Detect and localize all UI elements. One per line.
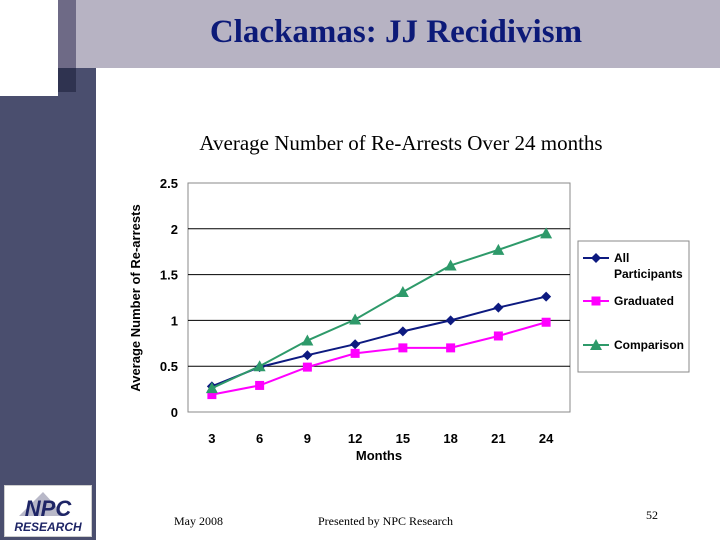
legend-label-line: Participants: [614, 267, 683, 281]
series-line-comparison: [211, 232, 547, 390]
x-tick-label: 21: [491, 431, 505, 446]
slide-number: 52: [646, 508, 658, 522]
data-point-comparison: [540, 227, 553, 239]
data-point-graduated: [350, 348, 360, 358]
data-point-comparison: [349, 313, 362, 325]
y-tick-label: 2.5: [160, 176, 178, 191]
plot-area: [187, 182, 571, 413]
data-point-graduated: [398, 343, 408, 353]
series-comparison: [205, 227, 553, 394]
legend-label-graduated: Graduated: [614, 294, 674, 308]
footer-date: May 2008: [174, 514, 223, 528]
data-point-all-participants: [493, 302, 504, 313]
series-line-all-participants: [211, 295, 547, 388]
x-tick-label: 12: [348, 431, 362, 446]
npc-research-logo: NPC RESEARCH: [4, 485, 92, 537]
legend-marker-graduated: [591, 296, 601, 306]
accent-square-dark: [58, 68, 76, 92]
x-tick-label: 15: [396, 431, 410, 446]
slide-title: Clackamas: JJ Recidivism: [209, 14, 583, 50]
legend-label-all-participants: All Participants: [614, 251, 683, 281]
chart-title: Average Number of Re-Arrests Over 24 mon…: [199, 131, 603, 155]
legend-label-line: All: [614, 251, 629, 265]
line-chart: 0 0.5 1 1.5 2 2.5 3 6 9 12 15 18 21 24 Average Numbe…: [128, 176, 690, 463]
data-point-comparison: [396, 286, 409, 298]
legend-label-comparison: Comparison: [614, 338, 684, 352]
y-tick-label: 0: [171, 405, 178, 420]
legend-marker-comparison: [590, 339, 602, 350]
x-tick-label: 9: [304, 431, 311, 446]
legend-label-line: Comparison: [614, 338, 684, 352]
series-graduated: [207, 317, 551, 400]
x-tick-labels: 3 6 9 12 15 18 21 24: [208, 431, 554, 446]
data-point-graduated: [255, 380, 265, 390]
logo-research-text: RESEARCH: [14, 520, 82, 534]
data-point-comparison: [205, 382, 218, 394]
data-point-graduated: [493, 331, 503, 341]
data-point-all-participants: [302, 350, 313, 361]
y-tick-labels: 0 0.5 1 1.5 2 2.5: [160, 176, 178, 420]
series-layer: [205, 227, 553, 400]
x-tick-label: 24: [539, 431, 554, 446]
logo-mountain-shape: [19, 492, 65, 516]
data-point-all-participants: [397, 326, 408, 337]
legend-marker-all-participants: [591, 253, 601, 263]
legend-box: [577, 240, 690, 373]
data-point-graduated: [207, 390, 217, 400]
legend: All Participants Graduated Comparison: [577, 240, 690, 373]
data-point-comparison: [492, 243, 505, 255]
data-point-all-participants: [445, 315, 456, 326]
accent-square: [58, 0, 76, 68]
header-band: [76, 0, 720, 68]
y-tick-label: 1.5: [160, 268, 178, 283]
y-tick-label: 0.5: [160, 359, 178, 374]
x-tick-label: 3: [208, 431, 215, 446]
x-tick-label: 18: [443, 431, 457, 446]
legend-label-line: Graduated: [614, 294, 674, 308]
y-tick-label: 2: [171, 222, 178, 237]
data-point-all-participants: [541, 291, 552, 302]
data-point-comparison: [444, 259, 457, 271]
y-axis-label: Average Number of Re-arrests: [128, 204, 143, 391]
data-point-graduated: [541, 317, 551, 327]
data-point-comparison: [253, 360, 266, 372]
data-point-all-participants: [350, 339, 361, 350]
gridlines: [188, 228, 570, 367]
data-point-graduated: [302, 362, 312, 372]
data-point-graduated: [446, 343, 456, 353]
x-axis-label: Months: [356, 448, 402, 463]
series-line-graduated: [211, 321, 547, 396]
y-tick-label: 1: [171, 313, 178, 328]
footer-presenter: Presented by NPC Research: [318, 514, 453, 528]
x-tick-label: 6: [256, 431, 263, 446]
logo-npc-text: NPC: [25, 496, 73, 521]
sidebar-top-panel: [0, 0, 58, 96]
data-point-comparison: [301, 334, 314, 346]
